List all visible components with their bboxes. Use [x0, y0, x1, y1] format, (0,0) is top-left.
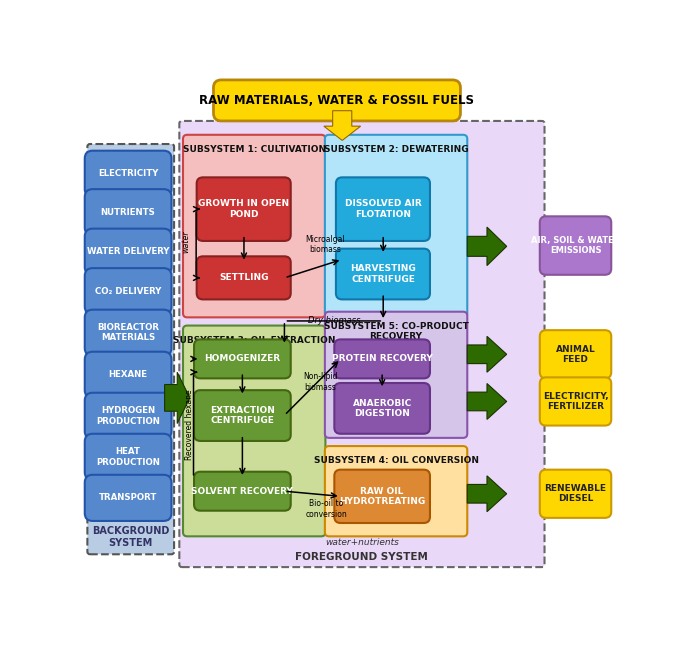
FancyBboxPatch shape [325, 446, 467, 536]
Text: HARVESTING
CENTRIFUGE: HARVESTING CENTRIFUGE [350, 264, 416, 284]
FancyBboxPatch shape [540, 470, 612, 518]
FancyBboxPatch shape [85, 268, 172, 314]
FancyBboxPatch shape [540, 378, 612, 426]
Text: EXTRACTION
CENTRIFUGE: EXTRACTION CENTRIFUGE [210, 406, 275, 426]
FancyBboxPatch shape [85, 393, 172, 439]
Text: ELECTRICITY: ELECTRICITY [98, 169, 158, 178]
Text: RAW MATERIALS, WATER & FOSSIL FUELS: RAW MATERIALS, WATER & FOSSIL FUELS [199, 94, 475, 107]
Text: HYDROGEN
PRODUCTION: HYDROGEN PRODUCTION [96, 406, 160, 426]
FancyBboxPatch shape [194, 390, 291, 441]
FancyBboxPatch shape [179, 121, 544, 567]
FancyBboxPatch shape [540, 330, 612, 378]
Polygon shape [467, 336, 506, 372]
Polygon shape [467, 476, 506, 511]
Text: Recovered hexane: Recovered hexane [185, 390, 195, 460]
Polygon shape [165, 372, 190, 424]
Text: AIR, SOIL & WATER
EMISSIONS: AIR, SOIL & WATER EMISSIONS [531, 236, 620, 255]
FancyBboxPatch shape [336, 248, 430, 300]
Text: Non-lipid
biomass: Non-lipid biomass [303, 372, 338, 392]
Text: CO₂ DELIVERY: CO₂ DELIVERY [95, 286, 161, 296]
Text: GROWTH IN OPEN
POND: GROWTH IN OPEN POND [198, 199, 290, 219]
Text: SUBSYSTEM 1: CULTIVATION: SUBSYSTEM 1: CULTIVATION [182, 145, 325, 154]
FancyBboxPatch shape [87, 144, 174, 554]
Text: TRANSPORT: TRANSPORT [99, 494, 157, 502]
Text: HEXANE: HEXANE [108, 370, 148, 380]
Text: ANAEROBIC
DIGESTION: ANAEROBIC DIGESTION [353, 399, 412, 418]
FancyBboxPatch shape [85, 189, 172, 235]
Text: BACKGROUND
SYSTEM: BACKGROUND SYSTEM [92, 526, 170, 547]
FancyBboxPatch shape [194, 340, 291, 378]
Text: NUTRIENTS: NUTRIENTS [100, 208, 155, 216]
Text: SOLVENT RECOVERY: SOLVENT RECOVERY [191, 487, 294, 496]
Text: WATER DELIVERY: WATER DELIVERY [87, 247, 170, 256]
FancyBboxPatch shape [334, 470, 430, 523]
Text: SUBSYSTEM 2: DEWATERING: SUBSYSTEM 2: DEWATERING [324, 145, 468, 154]
FancyBboxPatch shape [85, 475, 172, 521]
FancyBboxPatch shape [183, 326, 325, 536]
FancyBboxPatch shape [334, 383, 430, 434]
Polygon shape [324, 111, 361, 141]
Text: ANIMAL
FEED: ANIMAL FEED [556, 344, 595, 364]
Polygon shape [467, 384, 506, 420]
Text: FOREGROUND SYSTEM: FOREGROUND SYSTEM [296, 553, 428, 563]
Text: PROTEIN RECOVERY: PROTEIN RECOVERY [332, 354, 433, 364]
Text: RENEWABLE
DIESEL: RENEWABLE DIESEL [544, 484, 607, 503]
Text: water+nutrients: water+nutrients [325, 538, 399, 547]
FancyBboxPatch shape [85, 434, 172, 480]
Text: HEAT
PRODUCTION: HEAT PRODUCTION [96, 447, 160, 467]
FancyBboxPatch shape [336, 177, 430, 241]
FancyBboxPatch shape [540, 216, 612, 275]
Text: DISSOLVED AIR
FLOTATION: DISSOLVED AIR FLOTATION [344, 199, 421, 219]
Text: ELECTRICITY,
FERTILIZER: ELECTRICITY, FERTILIZER [542, 392, 608, 411]
Text: Bio-oil to
conversion: Bio-oil to conversion [305, 500, 347, 519]
FancyBboxPatch shape [194, 472, 291, 511]
FancyBboxPatch shape [214, 80, 460, 121]
Text: SUBSYSTEM 3: OIL EXTRACTION: SUBSYSTEM 3: OIL EXTRACTION [173, 336, 336, 345]
Polygon shape [467, 227, 506, 266]
FancyBboxPatch shape [183, 135, 325, 318]
Text: SETTLING: SETTLING [219, 273, 268, 282]
FancyBboxPatch shape [85, 352, 172, 398]
Text: SUBSYSTEM 4: OIL CONVERSION: SUBSYSTEM 4: OIL CONVERSION [314, 456, 479, 466]
FancyBboxPatch shape [197, 177, 291, 241]
FancyBboxPatch shape [85, 228, 172, 275]
Text: water: water [181, 230, 190, 253]
FancyBboxPatch shape [197, 256, 291, 300]
Text: HOMOGENIZER: HOMOGENIZER [204, 354, 281, 364]
Text: BIOREACTOR
MATERIALS: BIOREACTOR MATERIALS [97, 323, 159, 342]
FancyBboxPatch shape [325, 312, 467, 438]
FancyBboxPatch shape [325, 135, 467, 318]
FancyBboxPatch shape [85, 310, 172, 356]
Text: SUBSYSTEM 5: CO-PRODUCT
RECOVERY: SUBSYSTEM 5: CO-PRODUCT RECOVERY [323, 322, 468, 342]
FancyBboxPatch shape [334, 340, 430, 378]
Text: Microalgal
biomass: Microalgal biomass [305, 235, 345, 254]
Text: RAW OIL
HYDROTREATING: RAW OIL HYDROTREATING [339, 487, 425, 506]
FancyBboxPatch shape [85, 151, 172, 197]
Text: Dry biomass: Dry biomass [308, 316, 361, 324]
